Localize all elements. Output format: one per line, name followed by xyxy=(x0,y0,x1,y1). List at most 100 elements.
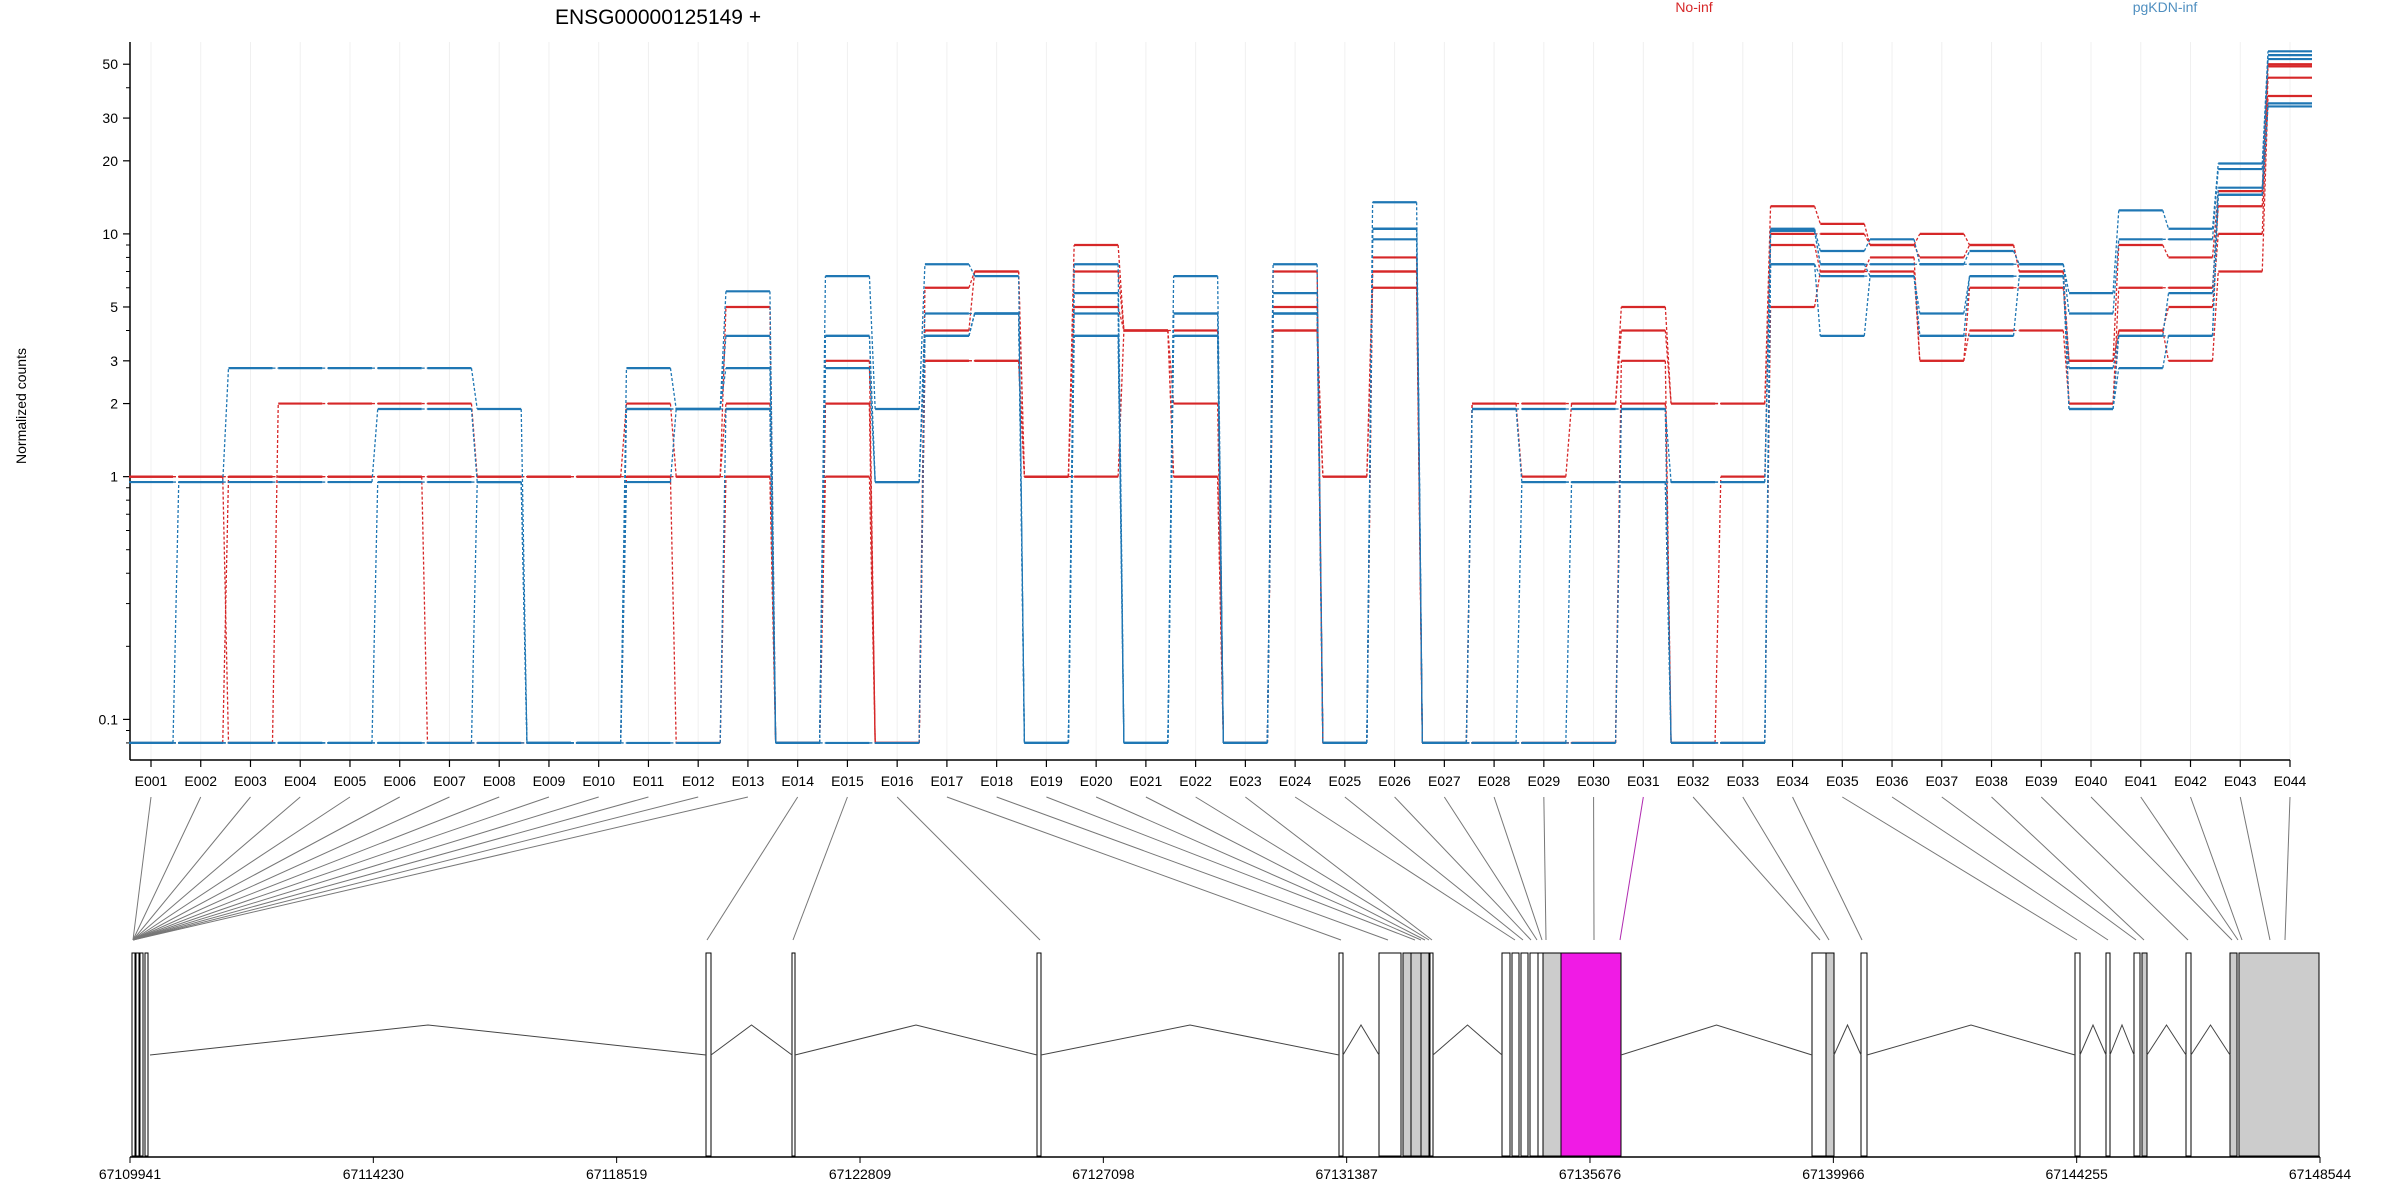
series-connector xyxy=(2162,210,2170,229)
exon-box xyxy=(1378,952,1402,1157)
genomic-tick-label: 67144255 xyxy=(2046,1166,2109,1182)
exon-connector xyxy=(1145,796,1426,941)
series-connector xyxy=(1813,230,1821,265)
series-connector xyxy=(470,408,478,483)
x-tick-label: E031 xyxy=(1627,773,1660,789)
series-connector xyxy=(1465,408,1473,743)
series-connector xyxy=(1764,230,1772,743)
series-connector xyxy=(1963,250,1971,265)
exon-box xyxy=(1811,952,1827,1157)
series-connector xyxy=(1018,360,1026,477)
intron-line xyxy=(1620,1024,1813,1056)
series-connector xyxy=(1813,244,1821,272)
exon-connector xyxy=(946,796,1342,941)
exon-box xyxy=(2229,952,2238,1157)
series-connector xyxy=(1863,239,1871,252)
series-connector xyxy=(1714,476,1722,743)
series-3 xyxy=(129,94,2312,745)
series-connector xyxy=(819,476,827,743)
series-connector xyxy=(2211,168,2219,240)
y-tick-label: 20 xyxy=(102,153,118,169)
series-connector xyxy=(1216,335,1225,743)
intron-line xyxy=(2079,1023,2107,1056)
series-connector xyxy=(620,408,628,743)
series-connector xyxy=(1813,263,1821,277)
series-connector xyxy=(222,476,230,743)
series-connector xyxy=(968,271,976,288)
genomic-tick-label: 67131387 xyxy=(1316,1166,1379,1182)
series-connector xyxy=(2112,210,2120,294)
exon-box xyxy=(2238,952,2320,1157)
series-connector xyxy=(2162,330,2170,361)
exon-connector xyxy=(132,796,749,941)
x-tick-label: E012 xyxy=(682,773,715,789)
exon-connector xyxy=(896,796,1041,941)
legend-label-no-inf: No-inf xyxy=(1675,0,1712,15)
genomic-tick-label: 67118519 xyxy=(586,1166,647,1182)
x-tick-label: E021 xyxy=(1130,773,1163,789)
series-connector xyxy=(1565,403,1573,477)
plot-area: 0.1 1 2 3 5 10 20 30 50 E001 E002 E003 E004 E005 E006 E… xyxy=(99,42,2312,789)
exon-box xyxy=(1402,952,1412,1157)
x-tick-label: E036 xyxy=(1876,773,1909,789)
series-connector xyxy=(2062,276,2070,410)
exon-connector xyxy=(1046,796,1416,941)
series-connector xyxy=(1664,482,1672,743)
intron-line xyxy=(1040,1024,1340,1056)
x-tick-label: E033 xyxy=(1726,773,1759,789)
series-connector xyxy=(2112,239,2120,314)
series-connector xyxy=(2211,163,2219,229)
chart-title: ENSG00000125149 + xyxy=(555,6,761,29)
exon-connector xyxy=(132,796,251,941)
exon-connector xyxy=(2040,796,2189,941)
x-tick-label: E025 xyxy=(1329,773,1362,789)
genomic-tick-label: 67139966 xyxy=(1802,1166,1865,1182)
x-tick-label: E038 xyxy=(1975,773,2008,789)
exon-connector xyxy=(2190,796,2243,941)
x-tick-label: E020 xyxy=(1080,773,1113,789)
series-connector xyxy=(968,263,976,277)
exon-connector xyxy=(706,796,799,941)
series-connector xyxy=(470,368,478,410)
x-tick-label: E009 xyxy=(533,773,566,789)
y-tick-label: 0.1 xyxy=(99,711,119,727)
series-connector xyxy=(2211,271,2219,361)
series-connector xyxy=(769,408,777,743)
exon-box xyxy=(1338,952,1344,1157)
series-connector xyxy=(1963,244,1971,258)
intron-line xyxy=(710,1024,793,1056)
exon-connector xyxy=(1692,796,1821,941)
series-connector xyxy=(719,408,727,743)
intron-line xyxy=(2146,1024,2187,1056)
exon-box xyxy=(2105,952,2111,1157)
exon-connector xyxy=(1991,796,2145,941)
series-connector xyxy=(1366,287,1374,477)
exon-box xyxy=(1036,952,1042,1157)
exon-connector xyxy=(1493,796,1543,941)
x-tick-label: E013 xyxy=(732,773,765,789)
exon-connector xyxy=(132,796,400,941)
x-tick-label: E035 xyxy=(1826,773,1859,789)
series-connector xyxy=(868,335,876,483)
x-tick-label: E027 xyxy=(1428,773,1461,789)
exon-connector xyxy=(1394,796,1532,941)
x-tick-label: E028 xyxy=(1478,773,1511,789)
intron-line xyxy=(794,1024,1038,1056)
exon-connector xyxy=(1941,796,2137,941)
series-connector xyxy=(1614,330,1622,404)
exon-box xyxy=(1511,952,1520,1157)
series-connector xyxy=(669,476,677,743)
series-connector xyxy=(1913,239,1921,265)
x-tick-label: E024 xyxy=(1279,773,1312,789)
series-connector xyxy=(1863,263,1871,277)
series-connector xyxy=(2112,244,2120,361)
exon-connector xyxy=(132,796,500,941)
exon-connector xyxy=(1891,796,2109,941)
series-connector xyxy=(222,368,230,483)
exon-connector xyxy=(1742,796,1830,941)
x-tick-label: E005 xyxy=(334,773,367,789)
x-tick-label: E001 xyxy=(135,773,168,789)
series-connector xyxy=(1813,228,1821,252)
series-connector xyxy=(1963,276,1971,314)
y-tick-label: 5 xyxy=(110,299,118,315)
